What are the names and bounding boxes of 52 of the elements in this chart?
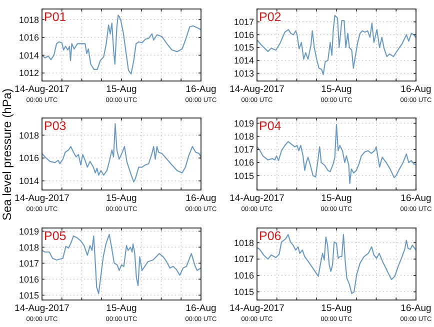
y-tick-label: 1016 (234, 30, 254, 40)
x-tick-label: 15-Aug 00:00 UTC (106, 84, 138, 104)
x-tick-label: 16-Aug 00:00 UTC (400, 303, 432, 323)
y-tick-label: 1015 (18, 290, 39, 300)
chart-title: P03 (44, 119, 66, 133)
y-tick-label: 1014 (18, 176, 39, 186)
x-tick-label: 15-Aug 00:00 UTC (320, 303, 353, 323)
y-tick-label: 1014 (18, 50, 39, 60)
x-tick-label: 14-Aug-2017 00:00 UTC (230, 84, 284, 104)
y-tick-label: 1018 (234, 238, 254, 248)
chart-title: P06 (259, 229, 282, 243)
y-tick-label: 1018 (18, 242, 39, 252)
y-tick-label: 1017 (234, 144, 254, 155)
y-tick-label: 1015 (234, 42, 254, 53)
x-tick-label: 15-Aug 00:00 UTC (106, 193, 138, 213)
x-tick-label: 16-Aug 00:00 UTC (400, 193, 432, 213)
y-tick-label: 1016 (234, 158, 254, 168)
y-tick-label: 1017 (234, 254, 254, 264)
x-tick-label: 14-Aug-2017 00:00 UTC (14, 303, 70, 323)
x-tick-label: 14-Aug-2017 00:00 UTC (14, 193, 70, 213)
x-tick-label: 16-Aug 00:00 UTC (185, 303, 218, 323)
x-tick-label: 15-Aug 00:00 UTC (106, 303, 138, 323)
y-tick-label: 1016 (234, 270, 254, 281)
y-tick-label: 1016 (18, 153, 39, 164)
x-tick-label: 15-Aug 00:00 UTC (320, 84, 353, 104)
x-tick-label: 16-Aug 00:00 UTC (185, 193, 218, 213)
x-tick-label: 14-Aug-2017 00:00 UTC (230, 303, 284, 323)
y-tick-label: 1018 (18, 14, 39, 25)
chart-title: P05 (44, 229, 66, 243)
y-tick-label: 1013 (234, 68, 254, 78)
x-tick-label: 15-Aug 00:00 UTC (320, 193, 353, 213)
x-tick-label: 16-Aug 00:00 UTC (185, 84, 218, 104)
y-tick-label: 1019 (234, 118, 254, 128)
y-tick-label: 1015 (234, 286, 254, 297)
y-tick-label: 1017 (18, 258, 39, 268)
chart-title: P04 (259, 119, 282, 133)
y-axis-title: Sea level pressure (hPa) (0, 88, 14, 221)
x-tick-label: 14-Aug-2017 00:00 UTC (230, 193, 284, 213)
y-tick-label: 1017 (234, 17, 254, 28)
y-tick-label: 1018 (234, 131, 254, 142)
line-series (41, 123, 202, 183)
y-tick-label: 1014 (234, 56, 254, 66)
y-tick-label: 1018 (18, 130, 39, 140)
chart-title: P02 (259, 10, 282, 24)
y-tick-label: 1016 (18, 274, 39, 284)
x-tick-label: 14-Aug-2017 00:00 UTC (14, 84, 70, 104)
y-tick-label: 1019 (18, 226, 39, 236)
chart-title: P01 (44, 10, 66, 24)
x-tick-label: 16-Aug 00:00 UTC (400, 84, 432, 104)
y-tick-label: 1015 (234, 170, 254, 181)
y-tick-label: 1012 (18, 68, 39, 78)
y-tick-label: 1016 (18, 32, 39, 43)
